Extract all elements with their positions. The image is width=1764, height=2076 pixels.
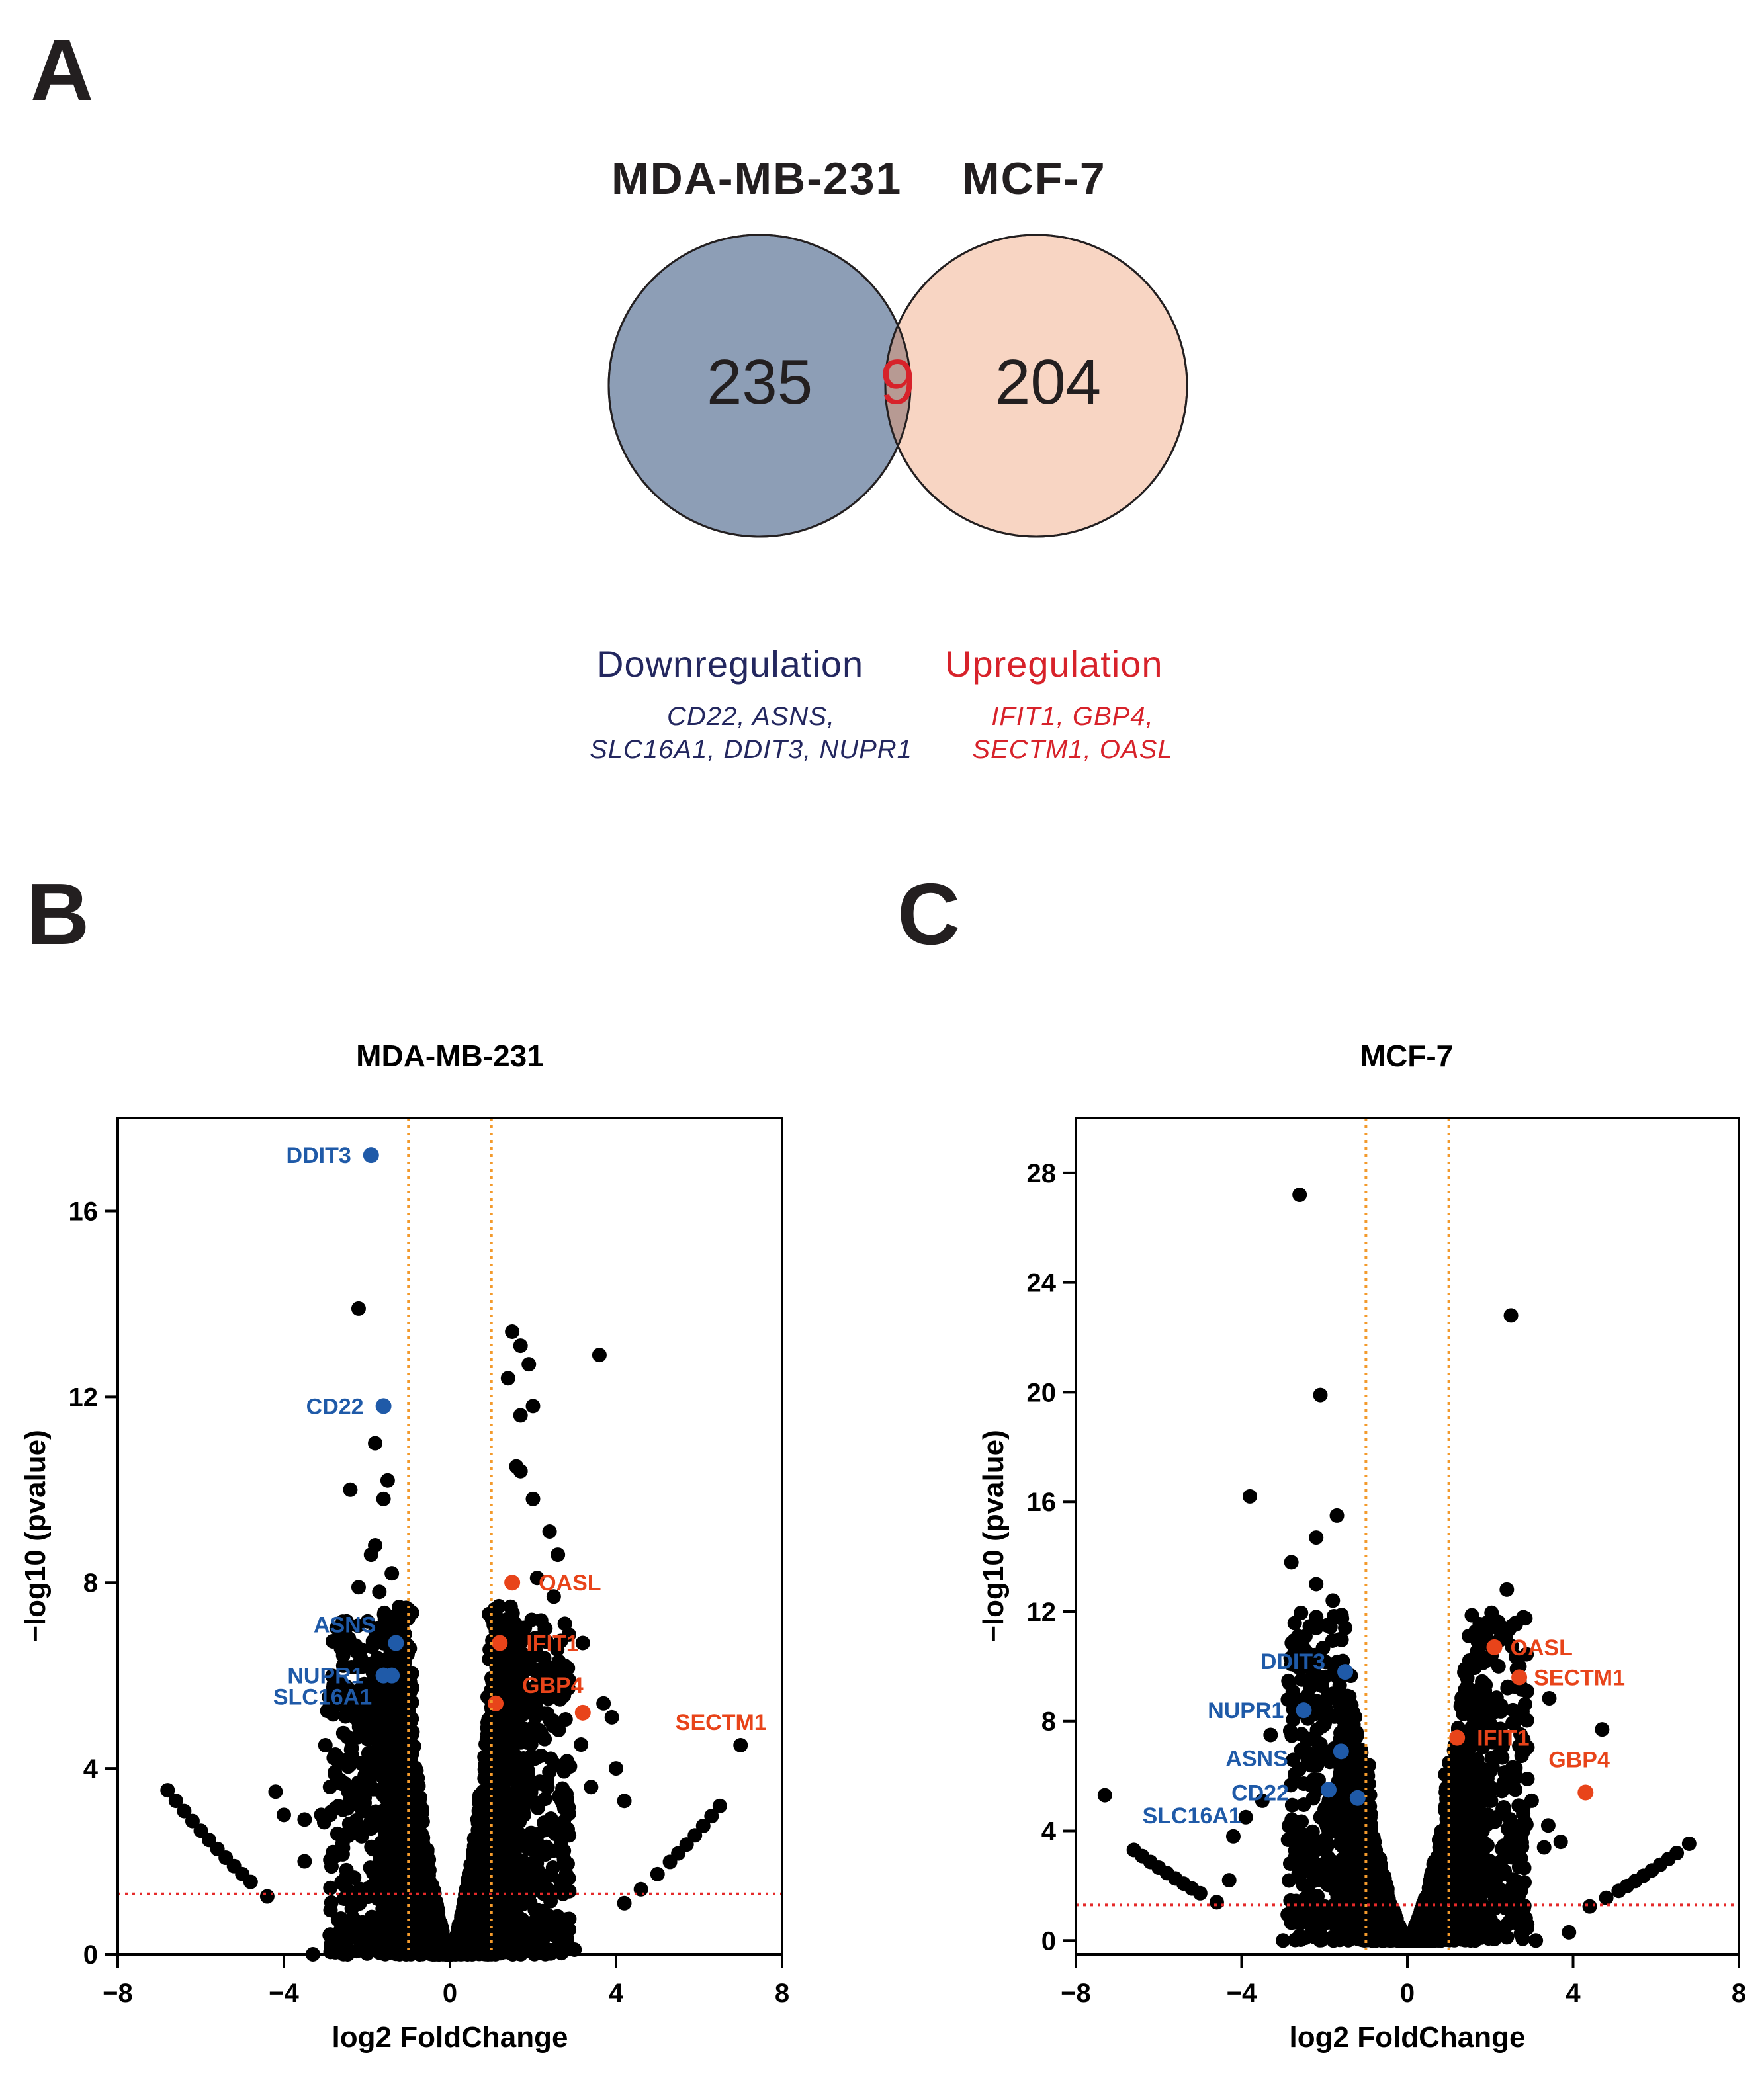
venn-right-outline	[884, 234, 1188, 538]
data-point	[574, 1737, 589, 1752]
panel-letter-b: B	[26, 865, 90, 963]
upregulation-genes: IFIT1, GBP4, SECTM1, OASL	[937, 700, 1208, 766]
venn-right-label: MCF-7	[962, 153, 1106, 204]
data-point	[1325, 1633, 1340, 1648]
up-genes-line-2: SECTM1, OASL	[972, 735, 1173, 764]
down-genes-line-1: CD22, ASNS,	[666, 702, 836, 731]
data-point	[535, 1776, 550, 1792]
downregulation-genes: CD22, ASNS, SLC16A1, DDIT3, NUPR1	[562, 700, 940, 766]
data-points-c	[1097, 1188, 1697, 1948]
data-point	[537, 1622, 552, 1637]
panel-letter-a: A	[30, 21, 94, 118]
data-point	[1296, 1797, 1311, 1812]
data-point	[1294, 1605, 1309, 1620]
data-point	[545, 1860, 560, 1875]
data-point	[323, 1880, 338, 1895]
venn-count-left-only: 235	[707, 347, 813, 417]
data-point	[320, 1704, 335, 1719]
venn-count-right-only: 204	[995, 347, 1102, 417]
data-point	[1495, 1866, 1511, 1881]
data-point	[539, 1634, 554, 1649]
up-genes-line-1: IFIT1, GBP4,	[991, 702, 1154, 731]
down-genes-line-2: SLC16A1, DDIT3, NUPR1	[590, 735, 912, 764]
chart-title-b: MDA-MB-231	[356, 1039, 544, 1073]
data-point	[527, 1631, 543, 1646]
venn-count-overlap: 9	[880, 347, 916, 417]
venn-left-outline	[607, 234, 912, 538]
downregulation-title: Downregulation	[597, 643, 864, 685]
panel-letter-c: C	[897, 865, 961, 963]
chart-title-c: MCF-7	[1360, 1039, 1454, 1073]
data-point	[1282, 1873, 1297, 1888]
upregulation-title: Upregulation	[945, 643, 1163, 685]
venn-left-label: MDA-MB-231	[611, 153, 903, 204]
data-point	[1536, 1840, 1552, 1855]
data-point	[1483, 1884, 1499, 1899]
